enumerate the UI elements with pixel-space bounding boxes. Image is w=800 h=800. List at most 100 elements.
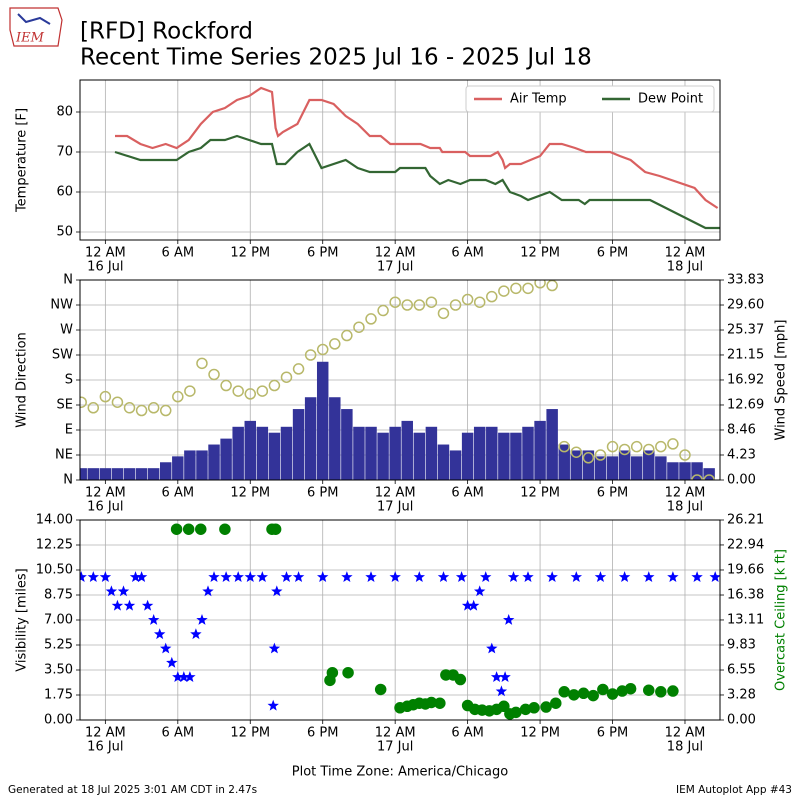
marks (80, 523, 720, 720)
star-marker (507, 571, 520, 582)
y2-tick-label: 25.37 (727, 323, 764, 338)
y-tick-label: 80 (56, 105, 73, 120)
circle-marker (594, 449, 607, 461)
y2-tick-label: 9.83 (727, 637, 756, 652)
axes-frame (79, 79, 721, 241)
y2-tick-label: 21.15 (727, 347, 764, 362)
x-tick-label: 6 AM (451, 726, 484, 741)
star-marker (389, 571, 401, 582)
x-tick-label: 12 AM (85, 726, 126, 741)
y2-tick-label: 3.28 (727, 687, 756, 702)
circle-marker (244, 388, 257, 400)
circle-marker (510, 706, 522, 719)
star-marker (80, 571, 87, 582)
x-tick-label: 12 AM (665, 486, 706, 501)
bar (473, 426, 486, 480)
bar (570, 450, 583, 480)
bar (498, 432, 510, 480)
x-tick-label: 12 AM (375, 486, 416, 501)
x-tick-label: 6 PM (307, 486, 338, 501)
circle-marker (374, 683, 387, 696)
bar (510, 432, 522, 480)
bar (582, 450, 595, 480)
star-marker (455, 571, 468, 582)
logo: IEM (9, 7, 63, 47)
y2-axis-label: Wind Speed [mph] (774, 320, 789, 441)
subtitle: Recent Time Series 2025 Jul 16 - 2025 Ju… (80, 45, 592, 71)
star-marker (643, 571, 655, 582)
bar (341, 409, 353, 480)
bar (329, 397, 341, 480)
y2-tick-label: 26.21 (727, 513, 764, 528)
axes-frame (79, 279, 721, 481)
circle-marker (389, 296, 401, 308)
circle-marker (80, 396, 87, 408)
star-marker (495, 685, 508, 697)
star-marker (184, 671, 196, 682)
legend: Air Temp Dew Point (465, 85, 715, 113)
x-axis-label: Plot Time Zone: America/Chicago (292, 765, 508, 780)
star-marker (166, 656, 178, 668)
circle-marker (691, 474, 703, 480)
star-marker (178, 671, 190, 682)
circle-marker (582, 452, 595, 464)
y-tick-label: 0.00 (44, 713, 73, 728)
bar (691, 462, 703, 480)
star-marker (570, 571, 582, 582)
star-marker (87, 571, 99, 582)
line-series (114, 134, 720, 230)
x-tick-label: 17 Jul (377, 740, 413, 755)
bar (292, 409, 305, 480)
star-marker (709, 571, 720, 582)
bar (486, 426, 498, 480)
legend-label: Dew Point (638, 92, 703, 107)
star-marker (667, 571, 679, 582)
bar (558, 444, 570, 480)
circle-marker (618, 443, 631, 456)
star-marker (317, 571, 329, 582)
circle-marker (365, 313, 377, 325)
star-marker (111, 599, 124, 611)
bar (172, 456, 184, 480)
circle-marker (498, 700, 510, 713)
y-tick-label: 10.50 (36, 563, 73, 578)
circle-marker (667, 685, 679, 697)
logo-text: IEM (15, 31, 45, 46)
bar (594, 456, 607, 480)
star-marker (129, 571, 142, 582)
star-marker (172, 671, 184, 682)
circle-marker (135, 404, 148, 417)
circle-marker (558, 686, 570, 698)
star-marker (105, 585, 118, 597)
y-tick-label: 8.75 (44, 588, 73, 603)
circle-marker (220, 379, 232, 392)
circle-marker (606, 440, 619, 453)
star-marker (546, 571, 558, 582)
circle-marker (87, 402, 100, 414)
star-marker (244, 571, 256, 582)
star-marker (196, 614, 208, 625)
circle-marker (147, 402, 160, 414)
circle-marker (454, 673, 467, 686)
circle-marker (159, 404, 172, 417)
bar (679, 462, 691, 480)
circle-marker (377, 304, 389, 317)
y2-tick-label: 6.55 (727, 663, 756, 678)
y-tick-label: N (63, 473, 73, 488)
y2-tick-label: 16.38 (727, 588, 764, 603)
marks (114, 86, 720, 230)
circle-marker (329, 338, 341, 350)
bar (147, 468, 160, 480)
circle-marker (170, 523, 183, 535)
bar (123, 468, 136, 480)
circle-marker (630, 440, 643, 453)
circle-marker (292, 363, 305, 375)
star-marker (220, 571, 232, 582)
star-marker (474, 585, 486, 597)
x-tick-label: 6 PM (597, 246, 628, 261)
bar (449, 450, 462, 480)
star-marker (480, 571, 492, 582)
star-marker (271, 585, 283, 597)
y2-tick-label: 0.00 (727, 473, 756, 488)
